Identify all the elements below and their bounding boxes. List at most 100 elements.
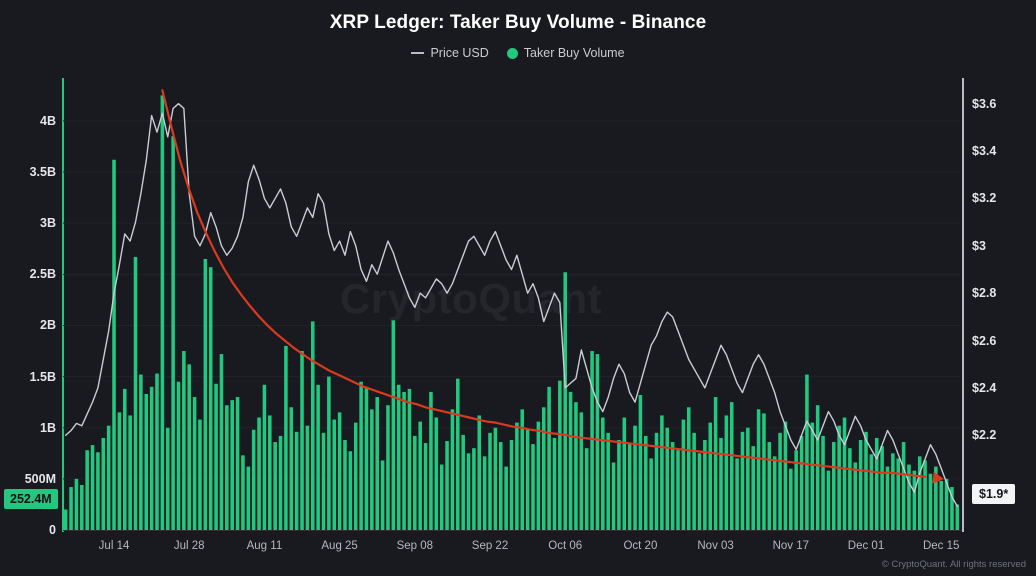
volume-bar[interactable] xyxy=(337,412,342,530)
volume-bar[interactable] xyxy=(676,450,680,530)
volume-bar[interactable] xyxy=(762,413,766,530)
volume-bar[interactable] xyxy=(901,442,906,530)
volume-bar[interactable] xyxy=(359,381,363,530)
volume-bar[interactable] xyxy=(509,440,514,530)
volume-bar[interactable] xyxy=(891,453,895,530)
volume-bar[interactable] xyxy=(364,386,369,530)
volume-bar[interactable] xyxy=(821,435,825,530)
volume-bar[interactable] xyxy=(332,419,337,530)
volume-bar[interactable] xyxy=(772,456,777,530)
volume-bar[interactable] xyxy=(461,434,465,530)
volume-bar[interactable] xyxy=(305,425,310,530)
volume-bar[interactable] xyxy=(268,415,272,530)
volume-bar[interactable] xyxy=(697,453,702,530)
volume-bar[interactable] xyxy=(703,440,707,530)
volume-bar[interactable] xyxy=(429,391,433,530)
volume-bar[interactable] xyxy=(251,429,256,530)
volume-bar[interactable] xyxy=(284,345,288,530)
volume-bar[interactable] xyxy=(767,442,772,530)
volume-bar[interactable] xyxy=(149,386,154,530)
volume-bar[interactable] xyxy=(584,448,589,530)
volume-bar[interactable] xyxy=(633,425,637,530)
volume-bar[interactable] xyxy=(203,258,208,530)
volume-bar[interactable] xyxy=(638,395,643,530)
volume-bar[interactable] xyxy=(708,422,713,530)
volume-bar[interactable] xyxy=(944,478,949,530)
volume-bar[interactable] xyxy=(439,464,444,530)
volume-bar[interactable] xyxy=(445,441,449,530)
volume-bar[interactable] xyxy=(789,468,793,530)
volume-bar[interactable] xyxy=(955,504,960,530)
volume-bar[interactable] xyxy=(917,456,922,530)
volume-bar[interactable] xyxy=(606,432,610,530)
volume-bar[interactable] xyxy=(133,256,138,530)
volume-bar[interactable] xyxy=(574,402,578,530)
volume-bar[interactable] xyxy=(880,446,884,530)
volume-bar[interactable] xyxy=(547,386,551,530)
volume-bar[interactable] xyxy=(278,435,283,530)
volume-bar[interactable] xyxy=(112,159,116,530)
volume-bar[interactable] xyxy=(950,487,954,530)
volume-bar[interactable] xyxy=(536,421,541,530)
volume-bar[interactable] xyxy=(579,412,584,530)
volume-bar[interactable] xyxy=(402,391,406,530)
volume-bar[interactable] xyxy=(896,458,901,530)
volume-bar[interactable] xyxy=(617,440,621,530)
volume-bar[interactable] xyxy=(649,458,653,530)
volume-bar[interactable] xyxy=(144,393,149,530)
volume-bar[interactable] xyxy=(832,442,836,530)
volume-bar[interactable] xyxy=(316,384,320,530)
volume-bar[interactable] xyxy=(670,442,675,530)
volume-bar[interactable] xyxy=(246,466,251,530)
volume-bar[interactable] xyxy=(327,376,331,530)
volume-bar[interactable] xyxy=(117,412,122,530)
volume-bar[interactable] xyxy=(595,354,600,530)
volume-bar[interactable] xyxy=(794,450,798,530)
volume-bar[interactable] xyxy=(692,432,696,530)
volume-bar[interactable] xyxy=(257,417,261,531)
volume-bar[interactable] xyxy=(418,421,422,530)
volume-bar[interactable] xyxy=(96,452,100,530)
volume-bar[interactable] xyxy=(756,409,761,530)
volume-bar[interactable] xyxy=(853,462,858,531)
volume-bar[interactable] xyxy=(235,397,240,530)
volume-bar[interactable] xyxy=(751,446,755,530)
volume-bar[interactable] xyxy=(810,422,815,530)
volume-bar[interactable] xyxy=(611,462,616,531)
volume-bar[interactable] xyxy=(391,320,396,530)
volume-bar[interactable] xyxy=(241,455,245,530)
volume-bar[interactable] xyxy=(128,415,132,530)
legend-item-price[interactable]: Price USD xyxy=(411,46,489,60)
volume-bar[interactable] xyxy=(735,458,739,530)
volume-bar[interactable] xyxy=(230,400,234,530)
volume-bar[interactable] xyxy=(627,444,632,530)
volume-bar[interactable] xyxy=(300,351,304,530)
volume-bar[interactable] xyxy=(396,384,401,530)
volume-bar[interactable] xyxy=(515,422,519,530)
volume-bar[interactable] xyxy=(208,267,213,530)
volume-bar[interactable] xyxy=(90,445,95,530)
volume-bar[interactable] xyxy=(192,397,197,530)
volume-bar[interactable] xyxy=(568,391,573,530)
volume-bar[interactable] xyxy=(934,466,938,530)
volume-bar[interactable] xyxy=(139,374,143,530)
volume-bar[interactable] xyxy=(219,354,224,530)
volume-bar[interactable] xyxy=(724,415,729,530)
volume-bar[interactable] xyxy=(520,409,525,530)
volume-bar[interactable] xyxy=(165,427,170,530)
volume-bar[interactable] xyxy=(504,466,508,530)
volume-bar[interactable] xyxy=(531,444,535,530)
volume-bar[interactable] xyxy=(590,351,594,530)
volume-bar[interactable] xyxy=(63,509,68,530)
volume-bar[interactable] xyxy=(837,425,841,530)
volume-bar[interactable] xyxy=(864,431,868,530)
volume-bar[interactable] xyxy=(622,417,627,531)
volume-bar[interactable] xyxy=(182,351,186,530)
volume-bar[interactable] xyxy=(783,421,788,530)
volume-bar[interactable] xyxy=(155,373,159,530)
volume-bar[interactable] xyxy=(482,456,487,530)
volume-bar[interactable] xyxy=(450,409,455,530)
volume-bar[interactable] xyxy=(160,95,165,530)
volume-bar[interactable] xyxy=(601,417,605,531)
volume-bar[interactable] xyxy=(719,437,723,530)
